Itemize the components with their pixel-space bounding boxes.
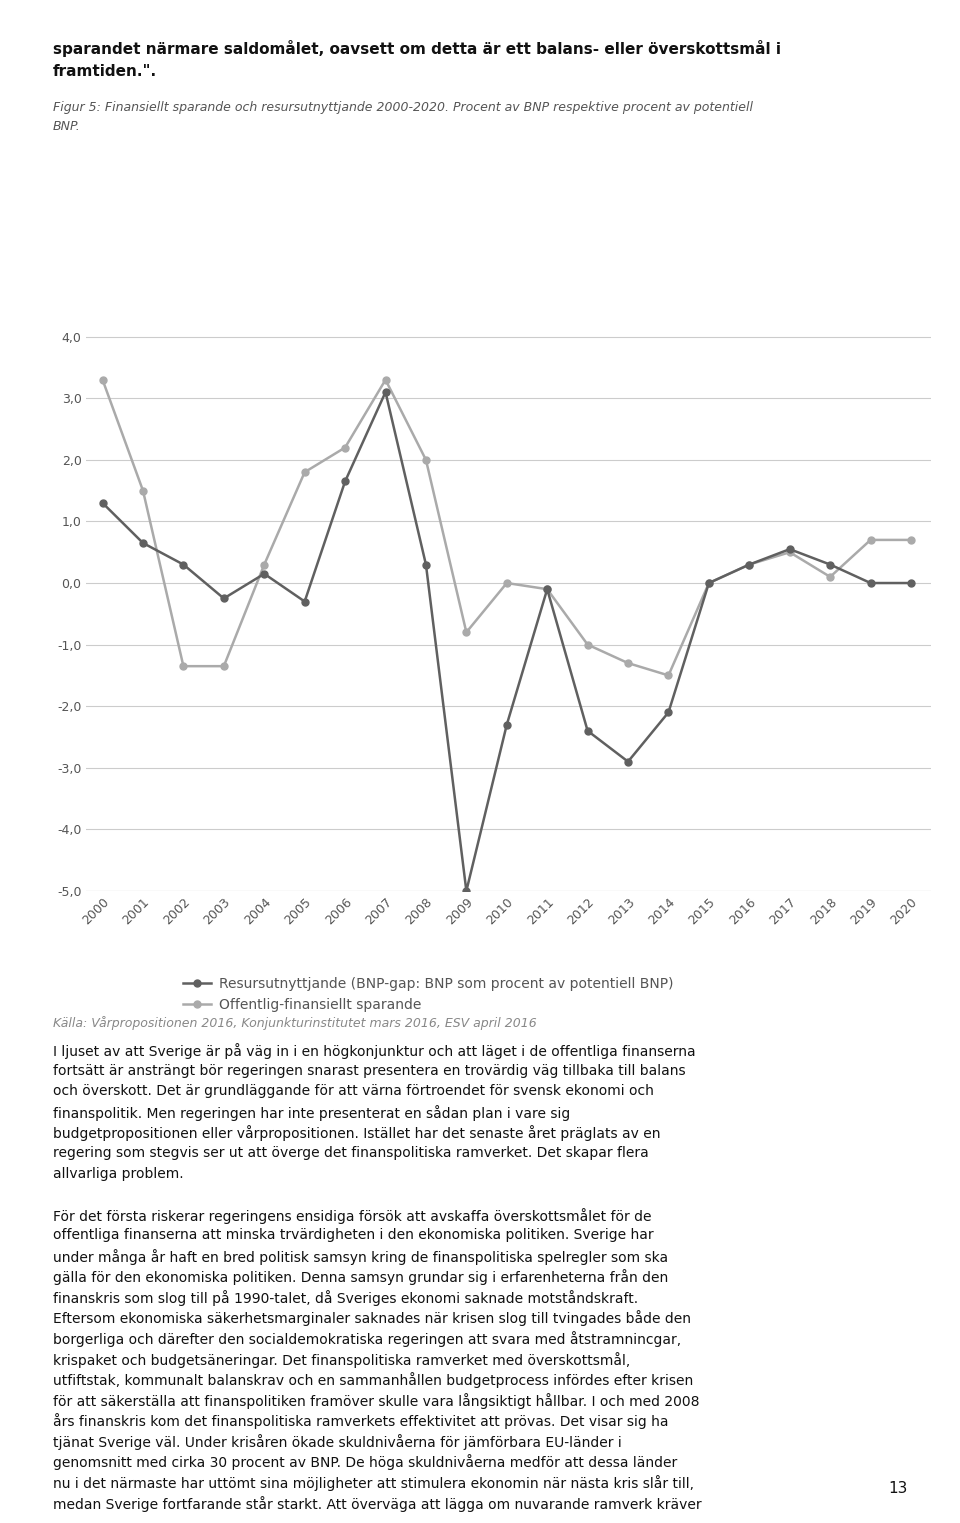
Text: och överskott. Det är grundläggande för att värna förtroendet för svensk ekonomi: och överskott. Det är grundläggande för …: [53, 1084, 654, 1098]
Text: tjänat Sverige väl. Under krisåren ökade skuldnivåerna för jämförbara EU-länder : tjänat Sverige väl. Under krisåren ökade…: [53, 1435, 621, 1450]
Text: offentliga finanserna att minska trvärdigheten i den ekonomiska politiken. Sveri: offentliga finanserna att minska trvärdi…: [53, 1228, 654, 1243]
Text: I ljuset av att Sverige är på väg in i en högkonjunktur och att läget i de offen: I ljuset av att Sverige är på väg in i e…: [53, 1043, 695, 1058]
Text: budgetpropositionen eller vårpropositionen. Istället har det senaste året prägla: budgetpropositionen eller vårproposition…: [53, 1125, 660, 1141]
Text: allvarliga problem.: allvarliga problem.: [53, 1167, 183, 1180]
Text: Källa: Vårpropositionen 2016, Konjunkturinstitutet mars 2016, ESV april 2016: Källa: Vårpropositionen 2016, Konjunktur…: [53, 1016, 537, 1030]
Text: krispaket och budgetsäneringar. Det finanspolitiska ramverket med överskottsmål,: krispaket och budgetsäneringar. Det fina…: [53, 1352, 630, 1368]
Text: borgerliga och därefter den socialdemokratiska regeringen att svara med åtstramn: borgerliga och därefter den socialdemokr…: [53, 1331, 681, 1346]
Text: nu i det närmaste har uttömt sina möjligheter att stimulera ekonomin när nästa k: nu i det närmaste har uttömt sina möjlig…: [53, 1474, 694, 1491]
Text: för att säkerställa att finanspolitiken framöver skulle vara långsiktigt hållbar: för att säkerställa att finanspolitiken …: [53, 1392, 699, 1409]
Text: Eftersom ekonomiska säkerhetsmarginaler saknades när krisen slog till tvingades : Eftersom ekonomiska säkerhetsmarginaler …: [53, 1310, 691, 1327]
Text: sparandet närmare saldomålet, oavsett om detta är ett balans- eller överskottsmå: sparandet närmare saldomålet, oavsett om…: [53, 40, 780, 56]
Text: framtiden.".: framtiden.".: [53, 64, 156, 79]
Text: fortsätt är ansträngt bör regeringen snarast presentera en trovärdig väg tillbak: fortsätt är ansträngt bör regeringen sna…: [53, 1065, 685, 1078]
Text: regering som stegvis ser ut att överge det finanspolitiska ramverket. Det skapar: regering som stegvis ser ut att överge d…: [53, 1147, 649, 1161]
Text: medan Sverige fortfarande står starkt. Att överväga att lägga om nuvarande ramve: medan Sverige fortfarande står starkt. A…: [53, 1496, 702, 1511]
Text: gälla för den ekonomiska politiken. Denna samsyn grundar sig i erfarenheterna fr: gälla för den ekonomiska politiken. Denn…: [53, 1270, 668, 1285]
Text: utfiftstak, kommunalt balanskrav och en sammanhållen budgetprocess infördes efte: utfiftstak, kommunalt balanskrav och en …: [53, 1372, 693, 1387]
Text: finanskris som slog till på 1990-talet, då Sveriges ekonomi saknade motståndskra: finanskris som slog till på 1990-talet, …: [53, 1290, 638, 1305]
Text: 13: 13: [888, 1480, 907, 1496]
Text: års finanskris kom det finanspolitiska ramverkets effektivitet att prövas. Det v: års finanskris kom det finanspolitiska r…: [53, 1413, 668, 1429]
Text: Figur 5: Finansiellt sparande och resursutnyttjande 2000-2020. Procent av BNP re: Figur 5: Finansiellt sparande och resurs…: [53, 101, 753, 114]
Text: under många år haft en bred politisk samsyn kring de finanspolitiska spelregler : under många år haft en bred politisk sam…: [53, 1249, 668, 1264]
Text: genomsnitt med cirka 30 procent av BNP. De höga skuldnivåerna medför att dessa l: genomsnitt med cirka 30 procent av BNP. …: [53, 1454, 677, 1470]
Text: BNP.: BNP.: [53, 120, 81, 134]
Text: finanspolitik. Men regeringen har inte presenterat en sådan plan i vare sig: finanspolitik. Men regeringen har inte p…: [53, 1106, 570, 1121]
Legend: Resursutnyttjande (BNP-gap: BNP som procent av potentiell BNP), Offentlig-finans: Resursutnyttjande (BNP-gap: BNP som proc…: [178, 972, 680, 1017]
Text: För det första riskerar regeringens ensidiga försök att avskaffa överskottsmålet: För det första riskerar regeringens ensi…: [53, 1208, 651, 1223]
